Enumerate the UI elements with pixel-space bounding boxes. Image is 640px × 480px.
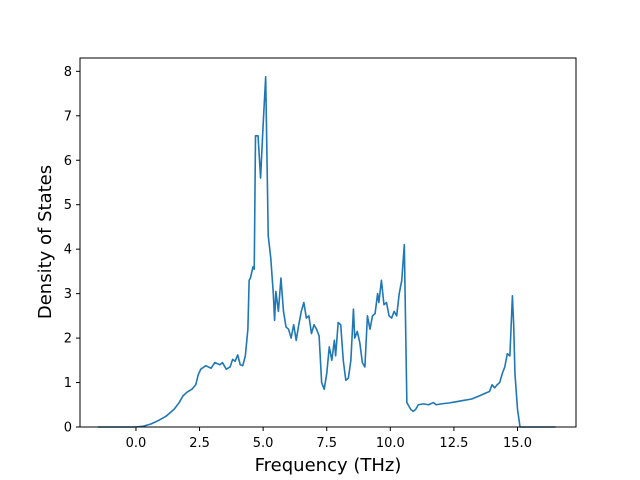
x-tick-label: 15.0 bbox=[503, 436, 532, 451]
y-tick-label: 3 bbox=[64, 287, 72, 302]
x-tick-label: 10.0 bbox=[376, 436, 405, 451]
y-axis-label: Density of States bbox=[35, 165, 56, 319]
x-tick-label: 2.5 bbox=[189, 436, 210, 451]
dos-series-line bbox=[97, 75, 556, 428]
x-axis-ticks: 0.0 2.5 5.0 7.5 10.0 12.5 15.0 bbox=[126, 427, 532, 451]
y-tick-label: 7 bbox=[64, 109, 72, 124]
x-tick-label: 5.0 bbox=[253, 436, 274, 451]
x-tick-label: 7.5 bbox=[316, 436, 337, 451]
y-tick-label: 1 bbox=[64, 376, 72, 391]
x-axis-label: Frequency (THz) bbox=[255, 455, 402, 476]
y-tick-label: 2 bbox=[64, 332, 72, 347]
x-tick-label: 12.5 bbox=[439, 436, 468, 451]
y-tick-label: 5 bbox=[64, 198, 72, 213]
plot-area bbox=[80, 58, 576, 427]
y-axis-ticks: 0 1 2 3 4 5 6 7 8 bbox=[64, 65, 80, 436]
plot-frame bbox=[79, 57, 577, 428]
y-tick-label: 6 bbox=[64, 154, 72, 169]
y-tick-label: 4 bbox=[64, 243, 72, 258]
y-tick-label: 8 bbox=[64, 65, 72, 80]
y-tick-label: 0 bbox=[64, 421, 72, 436]
x-tick-label: 0.0 bbox=[126, 436, 147, 451]
